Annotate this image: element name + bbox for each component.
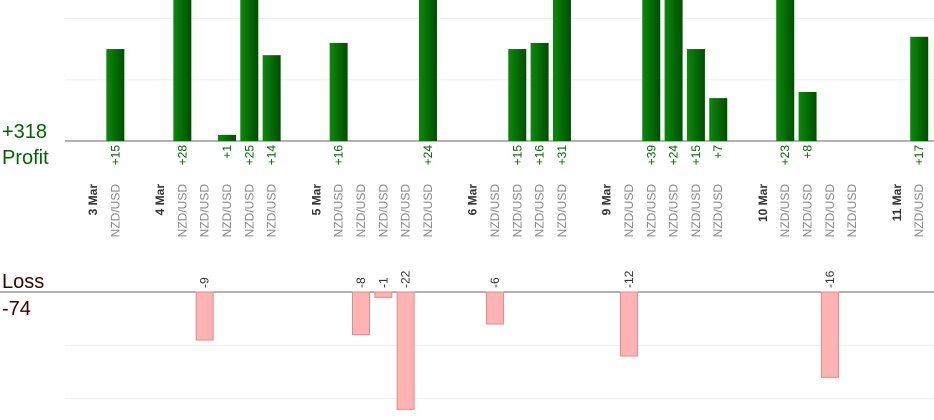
loss-total: -74: [2, 298, 31, 320]
trade-label: NZD/USD: [399, 184, 413, 238]
value-label: +28: [175, 145, 189, 166]
loss-bar: [396, 291, 415, 410]
value-label: -12: [622, 270, 636, 288]
loss-bar: [485, 291, 504, 325]
loss-bar: [195, 291, 214, 341]
value-label: -22: [399, 270, 413, 288]
trade-label: NZD/USD: [689, 184, 703, 238]
value-label: +39: [644, 145, 658, 166]
value-label: +15: [689, 145, 703, 166]
trade-label: NZD/USD: [354, 184, 368, 238]
trade-label: NZD/USD: [845, 184, 859, 238]
value-label: +15: [510, 145, 524, 166]
trade-label: NZD/USD: [823, 184, 837, 238]
value-label: +24: [421, 145, 435, 166]
profit-bar: [173, 0, 192, 142]
profit-bar: [106, 49, 125, 141]
profit-bar: [262, 55, 281, 141]
trade-label: NZD/USD: [510, 184, 524, 238]
value-label: +17: [912, 145, 926, 166]
value-label: -1: [376, 277, 390, 288]
trade-label: NZD/USD: [488, 184, 502, 238]
profit-bar: [418, 0, 437, 141]
trade-label: NZD/USD: [711, 184, 725, 238]
value-label: +24: [667, 145, 681, 166]
profit-bar: [776, 0, 795, 141]
trade-label: NZD/USD: [622, 184, 636, 238]
loss-bar: [619, 291, 638, 357]
trade-label: NZD/USD: [242, 184, 256, 238]
trade-label: NZD/USD: [801, 184, 815, 238]
date-label: 5 Mar: [309, 184, 323, 216]
value-label: -16: [823, 270, 837, 288]
date-label: 9 Mar: [600, 184, 614, 216]
value-label: +8: [801, 145, 815, 159]
trade-label: NZD/USD: [667, 184, 681, 238]
loss-bar: [351, 291, 370, 336]
profit-bar: [686, 49, 705, 141]
value-label: +14: [265, 145, 279, 166]
date-label: 6 Mar: [466, 184, 480, 216]
profit-name: Profit: [2, 147, 49, 169]
trade-label: NZD/USD: [555, 184, 569, 238]
value-label: +15: [108, 145, 122, 166]
value-label: +7: [711, 145, 725, 159]
trade-label: NZD/USD: [220, 184, 234, 238]
loss-name: Loss: [2, 271, 44, 293]
trade-label: NZD/USD: [912, 184, 926, 238]
profit-bar: [642, 0, 661, 141]
profit-bar: [329, 42, 348, 142]
date-label: 10 Mar: [756, 184, 770, 222]
profit-bar: [709, 98, 728, 141]
value-label: -6: [488, 277, 502, 288]
value-label: -8: [354, 277, 368, 288]
profit-bar: [552, 0, 571, 142]
value-label: -9: [198, 277, 212, 288]
profit-bar: [530, 42, 549, 142]
profit-bar: [240, 0, 259, 141]
trade-label: NZD/USD: [175, 184, 189, 238]
trade-label: NZD/USD: [644, 184, 658, 238]
profit-bar: [508, 49, 527, 141]
trade-label: NZD/USD: [376, 184, 390, 238]
profit-bar: [217, 134, 236, 141]
value-label: +1: [220, 145, 234, 159]
date-label: 11 Mar: [890, 184, 904, 222]
profit-bar: [664, 0, 683, 141]
profit-bar: [798, 91, 817, 141]
trade-label: NZD/USD: [778, 184, 792, 238]
trade-label: NZD/USD: [533, 184, 547, 238]
value-label: +16: [533, 145, 547, 166]
profit-bar: [910, 36, 929, 141]
trade-label: NZD/USD: [332, 184, 346, 238]
value-label: +16: [332, 145, 346, 166]
loss-bar: [374, 291, 393, 298]
trade-label: NZD/USD: [108, 184, 122, 238]
value-label: +25: [242, 145, 256, 166]
value-label: +31: [555, 145, 569, 166]
trade-label: NZD/USD: [198, 184, 212, 238]
profit-total: +318: [2, 121, 47, 143]
loss-bar: [820, 291, 839, 378]
value-label: +23: [778, 145, 792, 166]
date-label: 4 Mar: [153, 184, 167, 216]
date-label: 3 Mar: [86, 184, 100, 216]
trade-label: NZD/USD: [421, 184, 435, 238]
trade-label: NZD/USD: [265, 184, 279, 238]
